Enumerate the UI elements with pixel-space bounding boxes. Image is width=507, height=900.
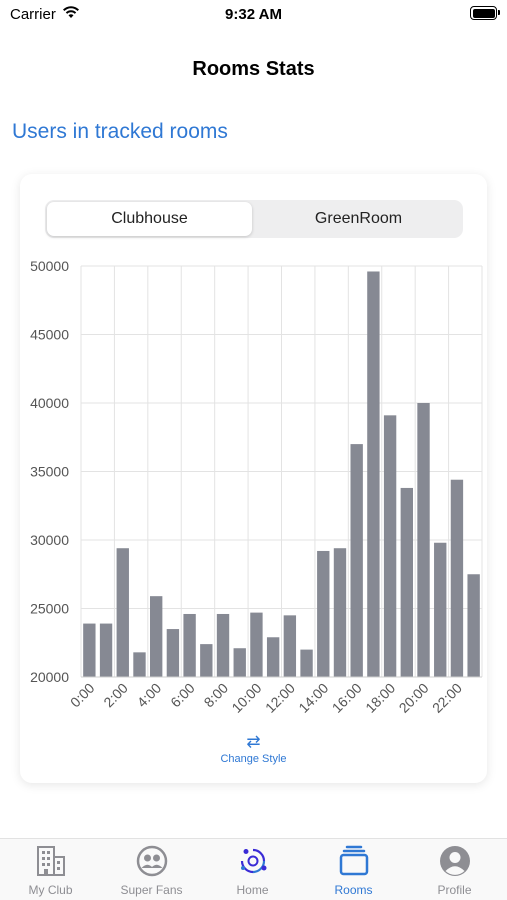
tab-profile-label: Profile (437, 883, 472, 897)
tab-bar: My Club Super Fans Home (0, 838, 507, 900)
y-tick-label: 50000 (30, 258, 69, 274)
bar-17:00 (367, 271, 380, 677)
bar-15:00 (333, 548, 347, 677)
x-tick-label: 20:00 (396, 680, 432, 716)
battery-icon (470, 6, 500, 20)
profile-icon (404, 845, 505, 877)
x-tick-label: 0:00 (67, 680, 98, 711)
fans-icon (101, 845, 202, 877)
bar-13:00 (300, 649, 313, 677)
platform-segmented-control: Clubhouse GreenRoom (45, 200, 463, 238)
tab-super-fans-label: Super Fans (120, 883, 183, 897)
tab-my-club[interactable]: My Club (0, 839, 101, 900)
y-tick-label: 35000 (30, 464, 69, 480)
tab-home[interactable]: Home (202, 839, 303, 900)
bar-4:00 (150, 596, 163, 677)
bar-0:00 (83, 623, 96, 677)
bar-5:00 (166, 629, 180, 677)
stats-card: Clubhouse GreenRoom 20000 25000 30000 35000… (20, 174, 487, 783)
bar-3:00 (133, 652, 146, 677)
wifi-icon (62, 5, 80, 24)
home-logo-icon (202, 845, 303, 877)
change-style-button[interactable]: ⇄ Change Style (20, 732, 487, 765)
x-tick-label: 14:00 (295, 680, 331, 716)
tab-rooms[interactable]: Rooms (303, 839, 404, 900)
page-title: Rooms Stats (192, 58, 315, 80)
bar-21:00 (434, 542, 447, 677)
bar-12:00 (283, 615, 297, 677)
y-tick-label: 30000 (30, 532, 69, 548)
bar-19:00 (400, 487, 413, 677)
x-tick-label: 2:00 (100, 680, 131, 711)
swap-arrows-icon: ⇄ (246, 732, 261, 751)
bar-1:00 (99, 623, 113, 677)
bar-10:00 (250, 612, 263, 677)
y-tick-label: 45000 (30, 327, 69, 343)
bar-20:00 (417, 403, 430, 677)
bar-14:00 (317, 550, 330, 677)
tab-home-label: Home (236, 883, 269, 897)
bar-9:00 (233, 648, 246, 677)
x-tick-label: 16:00 (329, 680, 365, 716)
bar-7:00 (200, 644, 213, 677)
carrier-label: Carrier (10, 6, 56, 23)
bar-6:00 (183, 613, 196, 677)
y-tick-label: 40000 (30, 395, 69, 411)
tab-super-fans[interactable]: Super Fans (101, 839, 202, 900)
x-tick-label: 18:00 (362, 680, 398, 716)
x-tick-label: 6:00 (167, 680, 198, 711)
x-tick-label: 12:00 (262, 680, 298, 716)
x-tick-label: 4:00 (134, 680, 165, 711)
bar-2:00 (116, 548, 129, 677)
status-bar: Carrier 9:32 AM (0, 0, 507, 28)
bar-23:00 (467, 574, 480, 677)
change-style-label: Change Style (220, 753, 287, 765)
y-tick-label: 25000 (30, 601, 69, 617)
building-icon (0, 845, 101, 877)
bar-22:00 (450, 479, 464, 677)
bar-8:00 (216, 613, 230, 677)
bar-11:00 (266, 637, 280, 677)
tab-rooms-label: Rooms (334, 883, 373, 897)
tab-my-club-label: My Club (28, 883, 73, 897)
x-tick-label: 10:00 (228, 680, 264, 716)
section-title: Users in tracked rooms (12, 120, 228, 143)
bar-16:00 (350, 444, 363, 677)
y-tick-label: 20000 (30, 669, 69, 685)
clock: 9:32 AM (225, 6, 282, 23)
segment-greenroom[interactable]: GreenRoom (314, 210, 403, 227)
x-tick-label: 22:00 (429, 680, 465, 716)
segment-clubhouse[interactable]: Clubhouse (47, 202, 252, 236)
bar-18:00 (383, 415, 397, 677)
tab-profile[interactable]: Profile (404, 839, 505, 900)
rooms-stack-icon (303, 845, 404, 877)
x-tick-label: 8:00 (201, 680, 232, 711)
